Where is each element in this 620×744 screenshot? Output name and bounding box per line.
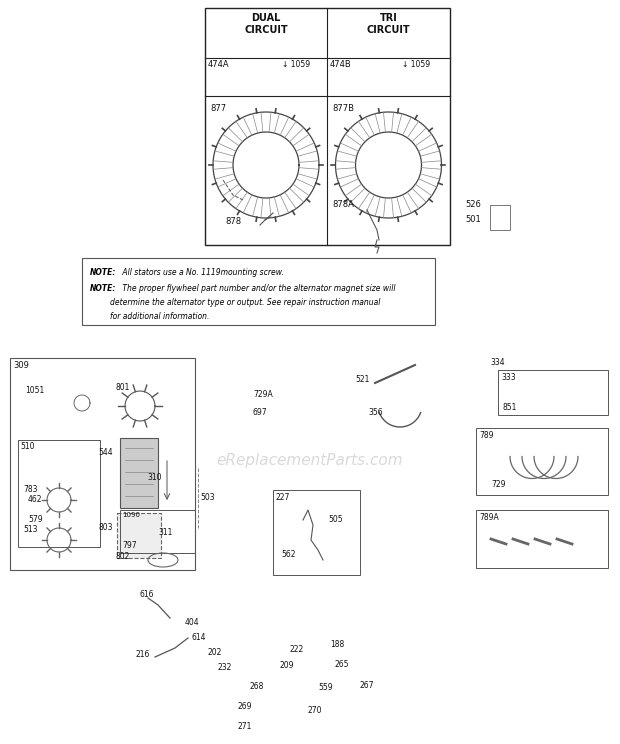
Bar [498, 370, 608, 415]
Text: The proper flywheel part number and/or the alternator magnet size will: The proper flywheel part number and/or t… [120, 284, 396, 293]
Text: DUAL
CIRCUIT: DUAL CIRCUIT [244, 13, 288, 35]
Text: 513: 513 [23, 525, 37, 534]
Text: 209: 209 [280, 661, 294, 670]
Text: 268: 268 [250, 682, 264, 691]
Text: eReplacementParts.com: eReplacementParts.com [216, 452, 404, 467]
Text: 851: 851 [503, 403, 517, 412]
Text: 505: 505 [328, 515, 343, 524]
Bar [82, 258, 435, 325]
Text: 789: 789 [479, 431, 494, 440]
Text: 729A: 729A [253, 390, 273, 399]
Text: 267: 267 [360, 681, 374, 690]
Text: NOTE:: NOTE: [90, 268, 117, 277]
Text: 783: 783 [23, 485, 37, 494]
Text: 356: 356 [368, 408, 383, 417]
Text: 474B: 474B [330, 60, 352, 69]
Bar [476, 510, 608, 568]
Text: 579: 579 [28, 515, 43, 524]
Bar [18, 440, 100, 547]
Text: 697: 697 [253, 408, 268, 417]
Text: 227: 227 [276, 493, 290, 502]
Text: 270: 270 [308, 706, 322, 715]
Text: 269: 269 [238, 702, 252, 711]
Text: 510: 510 [20, 442, 35, 451]
Text: 271: 271 [238, 722, 252, 731]
Text: 802: 802 [115, 552, 130, 561]
Text: 309: 309 [13, 361, 29, 370]
Text: 877B: 877B [332, 104, 354, 113]
Text: 404: 404 [185, 618, 200, 627]
Text: 877: 877 [210, 104, 226, 113]
Text: 334: 334 [490, 358, 505, 367]
Text: 311: 311 [158, 528, 172, 537]
Text: 559: 559 [318, 683, 332, 692]
Text: 462: 462 [28, 495, 43, 504]
Text: 526: 526 [465, 200, 481, 209]
Text: 878A: 878A [332, 200, 354, 209]
Bar [10, 358, 195, 570]
Text: 310: 310 [147, 473, 161, 482]
Text: 501: 501 [465, 215, 480, 224]
Text: determine the alternator type or output. See repair instruction manual: determine the alternator type or output.… [110, 298, 381, 307]
Bar [120, 510, 195, 553]
Text: 797: 797 [122, 541, 136, 550]
Text: 544: 544 [98, 448, 113, 457]
Text: 222: 222 [290, 645, 304, 654]
Text: 1090: 1090 [122, 512, 140, 518]
Text: 202: 202 [208, 648, 223, 657]
Text: TRI
CIRCUIT: TRI CIRCUIT [366, 13, 410, 35]
Text: 188: 188 [330, 640, 344, 649]
Text: 474A: 474A [208, 60, 229, 69]
Text: NOTE:: NOTE: [90, 284, 117, 293]
Text: 614: 614 [192, 633, 206, 642]
Text: 521: 521 [355, 375, 370, 384]
Bar [273, 490, 360, 575]
Text: 216: 216 [135, 650, 149, 659]
Bar [205, 8, 450, 245]
Bar [120, 438, 158, 508]
Text: 616: 616 [140, 590, 154, 599]
Text: 803: 803 [98, 523, 112, 532]
Text: 789A: 789A [479, 513, 498, 522]
Text: 265: 265 [335, 660, 350, 669]
Bar [117, 513, 161, 558]
Text: 1051: 1051 [25, 386, 44, 395]
Text: 878: 878 [225, 217, 241, 226]
Text: for additional information.: for additional information. [110, 312, 210, 321]
Text: All stators use a No. 1119mounting screw.: All stators use a No. 1119mounting screw… [120, 268, 284, 277]
Bar [476, 428, 608, 495]
Text: 503: 503 [200, 493, 215, 502]
Text: ↓ 1059: ↓ 1059 [402, 60, 430, 69]
Text: ↓ 1059: ↓ 1059 [282, 60, 310, 69]
Text: 333: 333 [501, 373, 516, 382]
Text: 562: 562 [281, 550, 296, 559]
Text: 729: 729 [491, 480, 505, 489]
Text: 801: 801 [115, 383, 130, 392]
Text: 232: 232 [218, 663, 232, 672]
